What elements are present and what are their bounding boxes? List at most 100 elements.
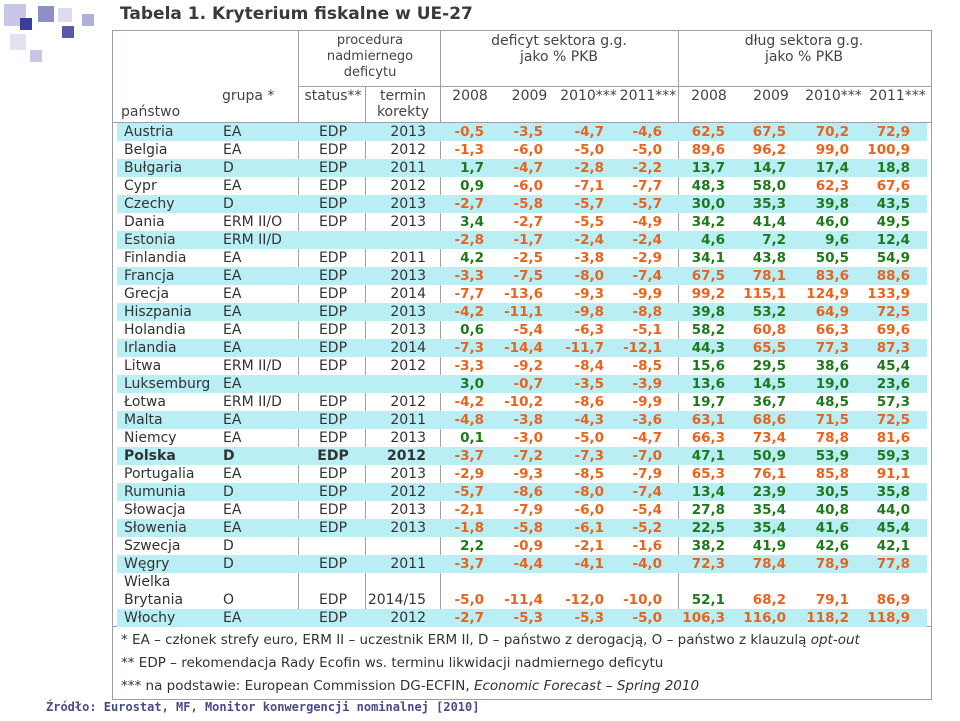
country-group: EA: [223, 178, 242, 194]
debt-value: 96,2: [752, 142, 786, 158]
country-name: Słowenia: [124, 520, 187, 536]
debt-value: 69,6: [876, 322, 910, 338]
deficit-value: -2,7: [454, 610, 484, 626]
debt-value: 41,9: [752, 538, 786, 554]
deficit-value: -3,7: [454, 448, 484, 464]
edp-status: EDP: [318, 196, 348, 212]
correction-deadline: 2014/15: [367, 592, 426, 608]
deficit-value: -2,8: [454, 232, 484, 248]
edp-status: EDP: [318, 160, 348, 176]
table-row: Szwecja D 2,2 -0,9 -2,1 -1,6 38,2 41,9 42,6 42,1: [117, 537, 927, 555]
deficit-value: -5,5: [574, 214, 604, 230]
table-row: Litwa ERM II/D EDP 2012 -3,3 -9,2 -8,4 -8,5 15,6…: [117, 357, 927, 375]
debt-value: 35,3: [752, 196, 786, 212]
table-title: Tabela 1. Kryterium fiskalne w UE-27: [120, 4, 473, 24]
deficit-value: 1,7: [460, 160, 484, 176]
deficit-value: -5,7: [574, 196, 604, 212]
deficit-value: -11,7: [565, 340, 604, 356]
decor-square-6: [10, 34, 26, 50]
debt-value: 17,4: [815, 160, 849, 176]
deficit-value: -7,7: [632, 178, 662, 194]
country-group: D: [223, 556, 234, 572]
correction-deadline: 2012: [390, 484, 426, 500]
deficit-value: -4,2: [454, 394, 484, 410]
country-group: D: [223, 448, 235, 464]
debt-value: 43,8: [752, 250, 786, 266]
debt-value: 35,4: [752, 520, 786, 536]
deficit-value: -7,3: [574, 448, 604, 464]
table-row: Łotwa ERM II/D EDP 2012 -4,2 -10,2 -8,6 -9,9 19,…: [117, 393, 927, 411]
deficit-value: -4,7: [632, 430, 662, 446]
country-name: Luksemburg: [124, 376, 211, 392]
deficit-value: -9,8: [574, 304, 604, 320]
debt-value: 12,4: [876, 232, 910, 248]
country-name: Grecja: [124, 286, 170, 302]
debt-value: 43,5: [876, 196, 910, 212]
table-row: Luksemburg EA 3,0 -0,7 -3,5 -3,9 13,6 14,5 19,0 2…: [117, 375, 927, 393]
deficit-value: -4,7: [574, 124, 604, 140]
deficit-value: -1,8: [454, 520, 484, 536]
country-group: EA: [223, 268, 242, 284]
edp-status: EDP: [318, 214, 348, 230]
deficit-value: -3,5: [513, 124, 543, 140]
deficit-value: -5,7: [454, 484, 484, 500]
debt-value: 48,3: [691, 178, 725, 194]
country-name: Finlandia: [124, 250, 187, 266]
deficit-value: -2,7: [513, 214, 543, 230]
debt-value: 79,1: [815, 592, 849, 608]
correction-deadline: 2013: [390, 502, 426, 518]
deficit-value: -7,4: [632, 484, 662, 500]
debt-value: 64,9: [815, 304, 849, 320]
deficit-value: -3,3: [454, 268, 484, 284]
debt-value: 57,3: [876, 394, 910, 410]
header-deficit: deficyt sektora g.g. jako % PKB: [491, 33, 627, 65]
correction-deadline: 2011: [390, 412, 426, 428]
debt-value: 9,6: [825, 232, 849, 248]
deficit-value: -8,8: [632, 304, 662, 320]
footnote-2: ** EDP – rekomendacja Rady Ecofin ws. te…: [121, 655, 664, 671]
deficit-value: -4,6: [632, 124, 662, 140]
debt-value: 72,5: [876, 412, 910, 428]
country-name: Słowacja: [124, 502, 186, 518]
deficit-value: -3,7: [454, 556, 484, 572]
deficit-value: -2,7: [454, 196, 484, 212]
correction-deadline: 2013: [390, 466, 426, 482]
deficit-value: -7,1: [574, 178, 604, 194]
debt-value: 116,0: [743, 610, 786, 626]
deficit-value: 0,9: [460, 178, 484, 194]
correction-deadline: 2013: [390, 196, 426, 212]
deficit-value: -0,7: [513, 376, 543, 392]
decor-square-5: [62, 26, 74, 38]
edp-status: EDP: [318, 124, 348, 140]
deficit-value: -5,4: [513, 322, 543, 338]
deficit-value: -9,3: [513, 466, 543, 482]
debt-value: 67,5: [691, 268, 725, 284]
debt-value: 118,2: [806, 610, 849, 626]
deficit-value: -6,1: [574, 520, 604, 536]
grid-line: [298, 86, 932, 87]
table-row: Grecja EA EDP 2014 -7,7 -13,6 -9,3 -9,9 99,2 115,…: [117, 285, 927, 303]
correction-deadline: 2012: [390, 610, 426, 626]
correction-deadline: 2014: [390, 286, 426, 302]
country-group: ERM II/D: [223, 358, 282, 374]
deficit-value: -0,5: [454, 124, 484, 140]
debt-value: 19,7: [691, 394, 725, 410]
debt-value: 67,6: [876, 178, 910, 194]
edp-status: EDP: [318, 178, 348, 194]
deficit-value: -4,9: [632, 214, 662, 230]
edp-status: EDP: [318, 304, 348, 320]
debt-value: 81,6: [876, 430, 910, 446]
country-group: EA: [223, 520, 242, 536]
table-row: Finlandia EA EDP 2011 4,2 -2,5 -3,8 -2,9 34,1 43,…: [117, 249, 927, 267]
fiscal-criterion-table: [112, 30, 932, 700]
correction-deadline: 2012: [390, 358, 426, 374]
country-group: EA: [223, 286, 242, 302]
deficit-value: -3,0: [513, 430, 543, 446]
deficit-value: -4,1: [574, 556, 604, 572]
country-group: EA: [223, 610, 242, 626]
country-name: Łotwa: [124, 394, 166, 410]
table-row: Niemcy EA EDP 2013 0,1 -3,0 -5,0 -4,7 66,3 73,4 78…: [117, 429, 927, 447]
deficit-value: -3,6: [632, 412, 662, 428]
deficit-value: -8,5: [632, 358, 662, 374]
debt-value: 59,3: [876, 448, 910, 464]
